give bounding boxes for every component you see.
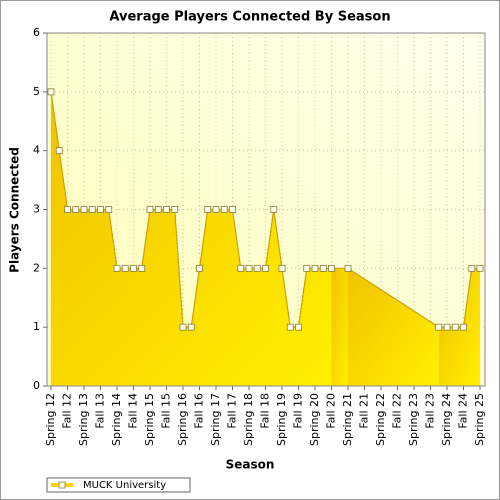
- x-tick-label: Fall 24: [457, 393, 470, 429]
- point-marker: [196, 264, 203, 272]
- x-tick-label: Fall 22: [391, 393, 404, 429]
- point-marker: [286, 323, 294, 331]
- y-tick-label: 6: [33, 26, 40, 39]
- point-marker: [146, 206, 154, 213]
- point-marker: [319, 264, 327, 272]
- point-marker: [171, 206, 179, 213]
- point-marker: [237, 264, 245, 272]
- x-tick-label: Spring 24: [440, 393, 453, 446]
- x-tick-label: Spring 22: [374, 393, 387, 446]
- chart-title: Average Players Connected By Season: [109, 10, 390, 25]
- point-marker: [154, 206, 162, 213]
- point-marker: [88, 206, 96, 213]
- point-marker: [476, 264, 484, 272]
- y-tick-label: 0: [33, 379, 40, 392]
- x-tick-label: Fall 12: [61, 393, 74, 429]
- x-tick-label: Spring 12: [44, 393, 57, 446]
- line-bridge: [347, 267, 440, 328]
- x-tick-label: Spring 19: [275, 393, 288, 446]
- point-marker: [113, 264, 121, 272]
- point-marker: [47, 88, 55, 96]
- legend-marker: [58, 481, 66, 489]
- point-marker: [187, 323, 195, 331]
- point-marker: [97, 206, 104, 213]
- point-marker: [262, 264, 269, 272]
- point-marker: [212, 206, 220, 213]
- point-marker: [253, 264, 261, 272]
- y-tick-label: 2: [33, 261, 40, 274]
- point-marker: [311, 264, 319, 272]
- y-tick-label: 5: [33, 85, 40, 98]
- point-marker: [278, 264, 286, 272]
- x-tick-label: Spring 18: [242, 393, 255, 446]
- point-marker: [295, 323, 302, 331]
- x-tick-label: Spring 14: [110, 393, 123, 446]
- x-tick-label: Fall 17: [226, 393, 239, 429]
- y-tick-label: 3: [33, 203, 40, 216]
- point-marker: [468, 264, 476, 272]
- x-tick-label: Fall 16: [193, 393, 206, 429]
- point-marker: [270, 206, 278, 213]
- x-tick-label: Spring 21: [341, 393, 354, 446]
- point-marker: [303, 264, 311, 272]
- x-axis-label: Season: [226, 458, 275, 472]
- point-marker: [460, 323, 467, 331]
- point-marker: [443, 323, 451, 331]
- x-tick-label: Spring 23: [407, 393, 420, 446]
- x-tick-label: Spring 20: [308, 393, 321, 446]
- legend-label: MUCK University: [83, 480, 166, 491]
- x-tick-label: Spring 25: [473, 393, 486, 446]
- area-bridge: [331, 268, 348, 386]
- point-marker: [179, 323, 187, 331]
- point-marker: [229, 206, 236, 213]
- area-bridge: [348, 268, 439, 386]
- x-tick-label: Spring 17: [209, 393, 222, 446]
- point-marker: [130, 264, 137, 272]
- x-tick-label: Spring 16: [176, 393, 189, 446]
- point-marker: [72, 206, 80, 213]
- area: [51, 91, 332, 386]
- x-tick-label: Fall 14: [127, 393, 140, 429]
- x-tick-label: Fall 21: [358, 393, 371, 429]
- x-tick-label: Fall 13: [94, 393, 107, 429]
- point-marker: [64, 206, 71, 213]
- y-tick-label: 4: [33, 144, 40, 157]
- point-marker: [80, 206, 88, 213]
- x-tick-label: Fall 19: [292, 393, 305, 429]
- point-marker: [328, 264, 335, 272]
- point-marker: [344, 264, 352, 272]
- x-tick-label: Spring 15: [143, 393, 156, 446]
- point-marker: [245, 264, 253, 272]
- y-tick-label: 1: [33, 320, 40, 333]
- point-marker: [204, 206, 212, 213]
- y-axis-label: Players Connected: [8, 147, 22, 273]
- plot-border: [46, 32, 486, 387]
- x-tick-label: Fall 15: [160, 393, 173, 429]
- legend-box: [46, 477, 191, 493]
- point-marker: [121, 264, 129, 272]
- x-tick-label: Fall 20: [325, 393, 338, 429]
- point-marker: [435, 323, 443, 331]
- x-tick-label: Fall 23: [424, 393, 437, 429]
- point-marker: [163, 206, 170, 213]
- point-marker: [220, 206, 228, 213]
- point-marker: [451, 323, 459, 331]
- x-tick-label: Fall 18: [259, 393, 272, 429]
- x-tick-label: Spring 13: [77, 393, 90, 446]
- point-marker: [105, 206, 113, 213]
- point-marker: [55, 147, 63, 155]
- point-marker: [138, 264, 146, 272]
